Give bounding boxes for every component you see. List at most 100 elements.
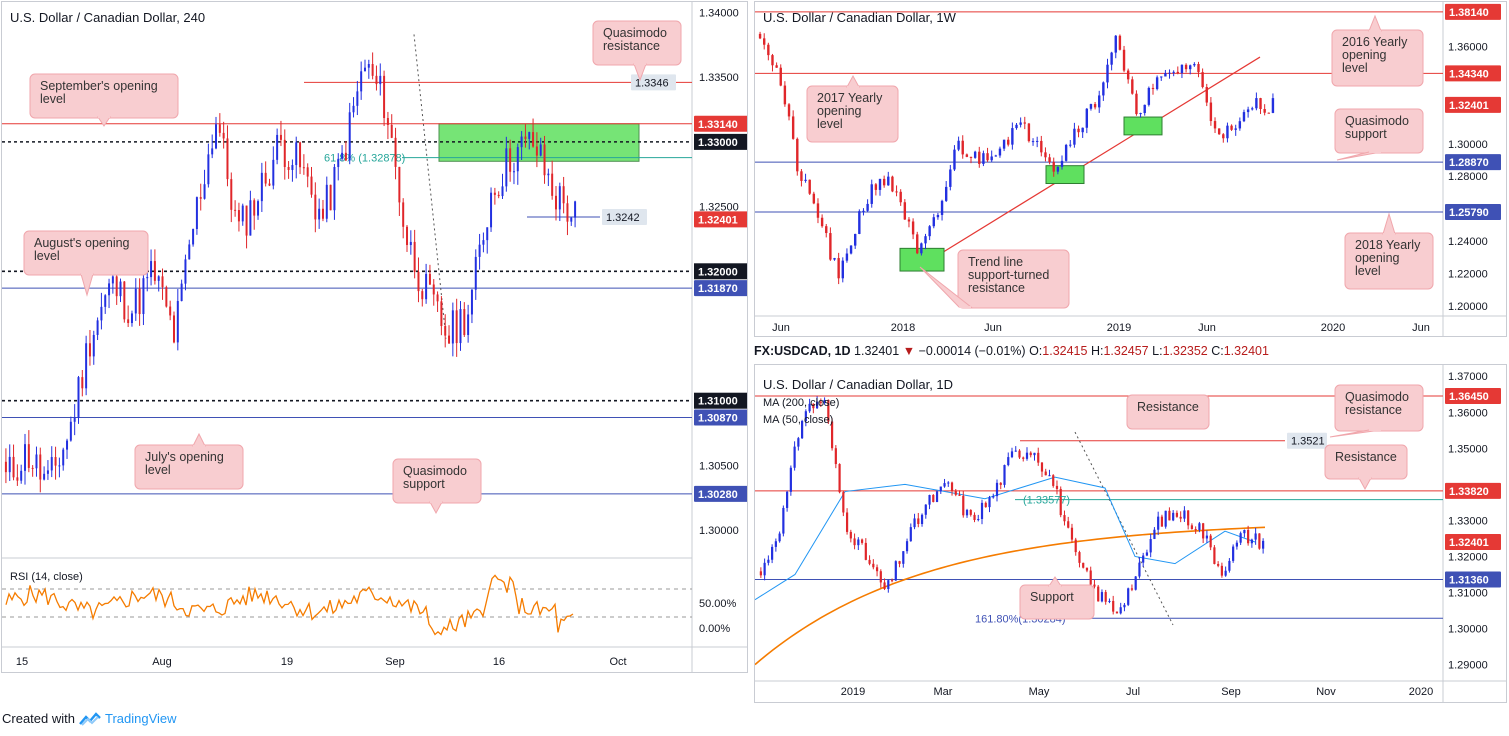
candle-body <box>295 142 298 166</box>
candle-body <box>1102 82 1105 96</box>
x-tick: Jul <box>1126 686 1140 698</box>
candle-body <box>402 202 405 227</box>
candle-body <box>804 179 807 181</box>
tag-13434-bg <box>1445 65 1501 82</box>
fib-label: 61.8% (1.32878) <box>324 153 405 165</box>
candle-body <box>920 243 923 254</box>
candle-body <box>1048 157 1051 163</box>
candle-body <box>1197 64 1200 73</box>
candle-body <box>1073 128 1076 145</box>
candle-body <box>1010 451 1014 458</box>
h4-chart[interactable]: 61.8% (1.32878) 1.3346 1.3242 1.33140 1.3300… <box>2 2 748 673</box>
tag-13187: 1.31870 <box>698 283 738 295</box>
candle-body <box>862 210 865 212</box>
candle-body <box>1193 64 1196 66</box>
candle-body <box>837 258 840 279</box>
tag-13314-bg <box>694 115 747 132</box>
candle-body <box>890 580 894 582</box>
candle-body <box>879 571 882 583</box>
candle-body <box>111 276 114 284</box>
candle-body <box>409 241 412 246</box>
candle-body <box>451 310 454 344</box>
y-tick: 1.20000 <box>1448 301 1488 313</box>
candle-body <box>905 541 909 552</box>
candle-body <box>1044 471 1047 476</box>
candle-body <box>96 320 99 335</box>
callout-resistance-1-box <box>1126 394 1210 430</box>
candle-body <box>1155 77 1159 90</box>
candle-body <box>1085 108 1089 128</box>
candle-body <box>982 153 985 164</box>
x-tick: Jun <box>1412 322 1430 334</box>
callout-trend-line-box <box>957 249 1070 309</box>
candle-body <box>363 67 366 72</box>
h4-chart-panel[interactable]: 61.8% (1.32878) 1.3346 1.3242 1.33140 1.3300… <box>1 1 748 673</box>
candle-body <box>344 152 347 161</box>
candle-body <box>1184 64 1188 70</box>
candle-body <box>104 295 107 307</box>
candle-body <box>924 236 927 244</box>
candle-body <box>816 203 820 218</box>
tag-12887: 1.28870 <box>1449 157 1489 169</box>
candle-body <box>1131 79 1134 94</box>
candle-body <box>1093 584 1096 587</box>
daily-chart-panel[interactable]: (1.33577) 161.80%(1.30284) 1.3521 1.36450 1.… <box>754 364 1507 703</box>
candle-body <box>1263 109 1266 113</box>
callout-resistance-2: Resistance <box>1324 444 1408 491</box>
candle-body <box>474 256 477 290</box>
weekly-chart-panel[interactable]: 1.38140 1.34340 1.32401 1.28870 1.25790 1.360… <box>754 1 1507 337</box>
callout-resistance-1-text: Resistance <box>1137 400 1199 414</box>
candle-body <box>1033 452 1036 456</box>
candle-body <box>796 138 799 172</box>
weekly-chart[interactable]: 1.38140 1.34340 1.32401 1.28870 1.25790 1.360… <box>755 2 1507 337</box>
candle-body <box>1267 112 1270 114</box>
candle-body <box>998 148 1002 156</box>
daily-chart[interactable]: (1.33577)161.80%(1.30284)1.35211.364501.… <box>755 365 1507 703</box>
candle-body <box>823 399 826 403</box>
candle-body <box>1025 452 1029 459</box>
callout-quasimodo-support-text: support <box>1345 127 1387 141</box>
candle-body <box>1052 162 1055 172</box>
candle-body <box>1209 535 1212 548</box>
tag-13521-bg <box>1287 432 1327 449</box>
candle-body <box>1209 102 1213 122</box>
ma50-line <box>755 476 1256 601</box>
candle-body <box>268 183 271 186</box>
x-tick: Jun <box>984 322 1002 334</box>
demand-zone-2 <box>1045 165 1085 185</box>
tradingview-link[interactable]: TradingView <box>104 711 177 726</box>
candle-body <box>1100 592 1104 602</box>
candle-body <box>783 85 787 105</box>
x-tick: Sep <box>1221 686 1241 698</box>
candle-body <box>1226 125 1229 139</box>
candle-body <box>1217 128 1221 135</box>
candle-body <box>1018 450 1021 458</box>
y-tick: 1.29000 <box>1448 660 1488 672</box>
candle-body <box>909 527 912 542</box>
callout-2016-open-text: level <box>1342 61 1368 75</box>
candle-body <box>1149 539 1152 553</box>
candle-body <box>1056 166 1060 172</box>
callout-2018-open-text: level <box>1355 264 1381 278</box>
candle-body <box>180 283 183 302</box>
low-value: 1.32352 <box>1162 344 1208 358</box>
y-tick: 1.32500 <box>699 202 739 214</box>
candle-body <box>85 343 88 389</box>
candle-body <box>1228 560 1231 571</box>
candle-body <box>383 75 386 119</box>
y-tick: 1.34000 <box>699 7 739 19</box>
candle-body <box>566 203 569 222</box>
candle-body <box>455 310 458 344</box>
tag-13136: 1.31360 <box>1449 575 1489 587</box>
last-price: 1.32401 <box>854 344 900 358</box>
candle-body <box>146 277 149 279</box>
candle-body <box>842 492 845 513</box>
candle-body <box>69 421 72 441</box>
candle-body <box>804 411 807 422</box>
candle-body <box>1123 604 1126 608</box>
tag-13100: 1.31000 <box>698 396 738 408</box>
x-tick: Nov <box>1316 686 1336 698</box>
candle-body <box>887 176 890 186</box>
